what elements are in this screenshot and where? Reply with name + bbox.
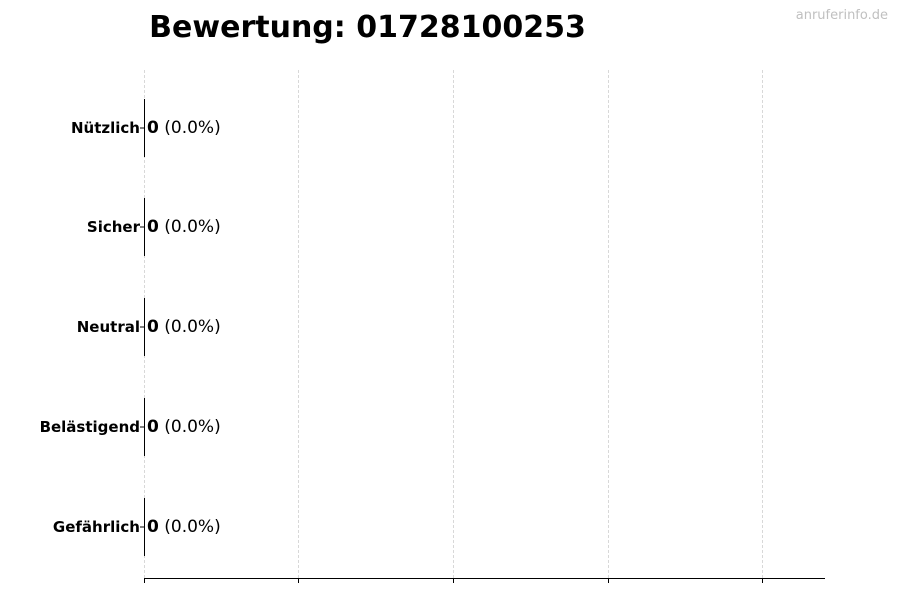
bar-value-label-nuetzlich: 0 (0.0%) (147, 118, 221, 138)
bar-value-label-neutral: 0 (0.0%) (147, 317, 221, 337)
bar-neutral (144, 298, 145, 356)
bar-percent-gefaehrlich: (0.0%) (164, 517, 221, 537)
y-tick-gefaehrlich (140, 526, 145, 528)
gridline-3 (608, 70, 609, 578)
y-axis-label-gefaehrlich: Gefährlich (52, 518, 140, 536)
bar-count-sicher: 0 (147, 217, 159, 237)
bar-percent-sicher: (0.0%) (164, 217, 221, 237)
gridline-1 (298, 70, 299, 578)
bar-percent-nuetzlich: (0.0%) (164, 118, 221, 138)
y-tick-neutral (140, 326, 145, 328)
y-tick-belaestigend (140, 426, 145, 428)
page-title: Bewertung: 01728100253 (149, 10, 586, 45)
gridline-4 (762, 70, 763, 578)
site-watermark: anruferinfo.de (795, 8, 888, 23)
y-tick-nuetzlich (140, 127, 145, 129)
x-tick-2 (453, 578, 454, 583)
x-tick-4 (762, 578, 763, 583)
bar-percent-neutral: (0.0%) (164, 317, 221, 337)
bar-value-label-belaestigend: 0 (0.0%) (147, 417, 221, 437)
y-axis-label-belaestigend: Belästigend (39, 418, 140, 436)
x-tick-1 (298, 578, 299, 583)
bar-value-label-sicher: 0 (0.0%) (147, 217, 221, 237)
x-tick-0 (144, 578, 145, 583)
bar-count-nuetzlich: 0 (147, 118, 159, 138)
bar-nuetzlich (144, 99, 145, 157)
x-tick-3 (608, 578, 609, 583)
x-axis-line (144, 578, 825, 579)
bar-count-neutral: 0 (147, 317, 159, 337)
gridline-2 (453, 70, 454, 578)
plot-area (144, 70, 825, 578)
y-tick-sicher (140, 226, 145, 228)
bar-gefaehrlich (144, 498, 145, 556)
bar-count-gefaehrlich: 0 (147, 517, 159, 537)
bar-count-belaestigend: 0 (147, 417, 159, 437)
bar-belaestigend (144, 398, 145, 456)
bar-value-label-gefaehrlich: 0 (0.0%) (147, 517, 221, 537)
y-axis-label-sicher: Sicher (86, 218, 140, 236)
bar-percent-belaestigend: (0.0%) (164, 417, 221, 437)
y-axis-label-nuetzlich: Nützlich (71, 119, 140, 137)
bar-sicher (144, 198, 145, 256)
y-axis-label-neutral: Neutral (76, 318, 140, 336)
